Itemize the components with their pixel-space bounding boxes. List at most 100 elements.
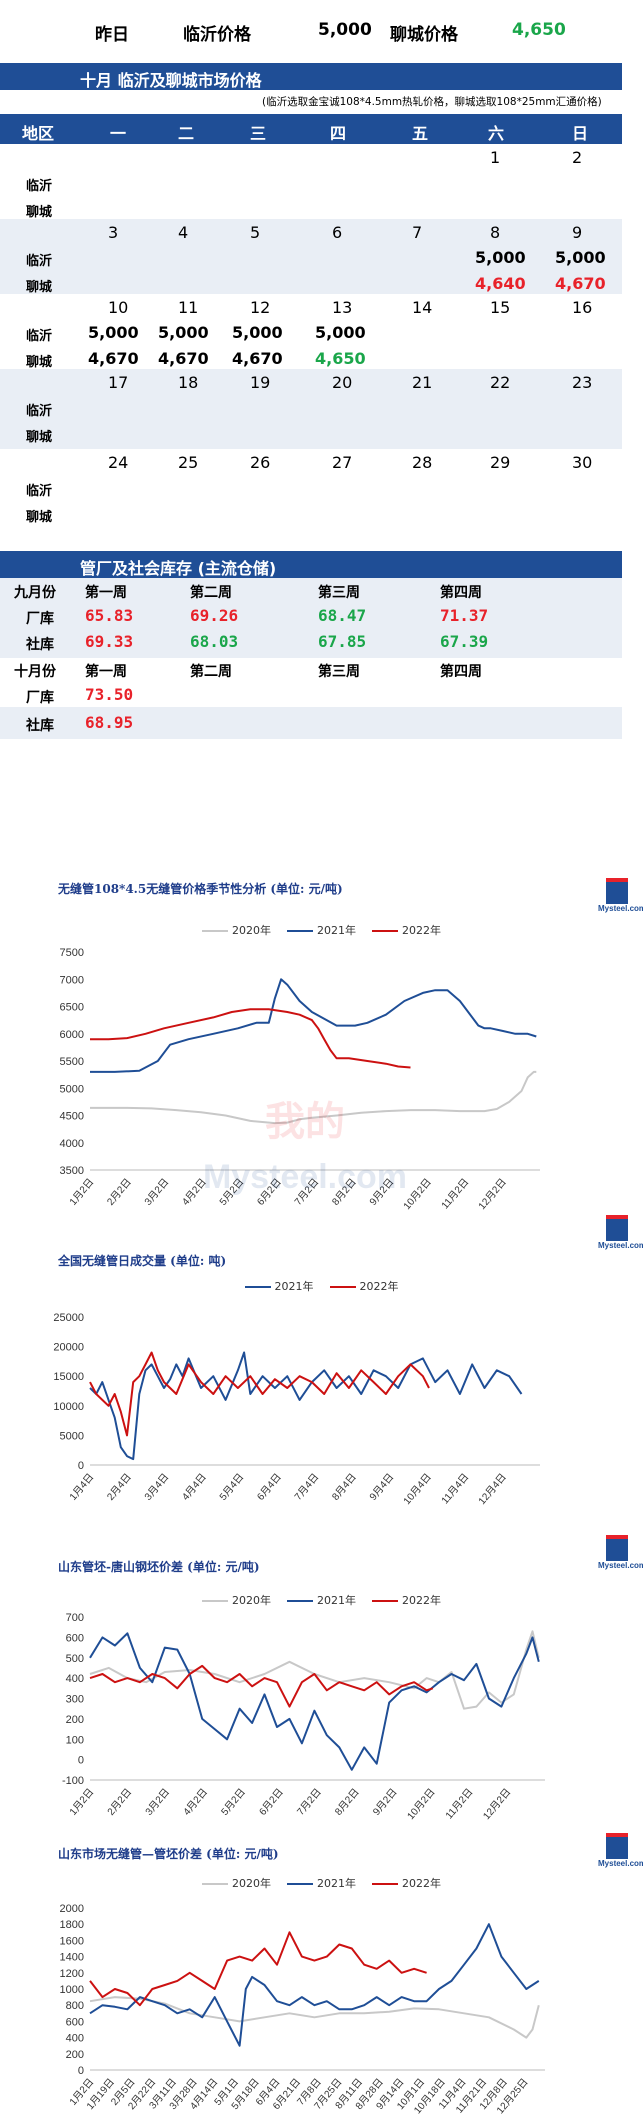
series-line-2021年 [89, 1351, 523, 1461]
chart-title-3: 山东管坯-唐山钢坯价差 (单位: 元/吨) [58, 1560, 260, 1574]
calendar-week-band [0, 219, 622, 294]
calendar-day-12: 12 [250, 298, 271, 317]
calendar-city-liaocheng: 聊城 [26, 280, 53, 295]
logo-text: Mysteel.com [598, 1561, 643, 1570]
yesterday-label: 昨日 [95, 25, 129, 45]
y-tick-label: 0 [78, 2065, 84, 2077]
logo-text: Mysteel.com [598, 1859, 643, 1868]
legend-item: 2020年 [202, 924, 271, 937]
legend-label: 2020年 [232, 1594, 271, 1607]
legend-item: 2022年 [372, 1877, 441, 1890]
calendar-day-10: 10 [108, 298, 129, 317]
x-tick-label: 9月2日 [370, 1786, 399, 1818]
mysteel-logo: Mysteel.com [598, 1215, 643, 1255]
liaocheng-price-cell: 4,670 [88, 349, 139, 368]
logo-text: Mysteel.com [598, 1241, 643, 1250]
legend-label: 2021年 [317, 1877, 356, 1890]
calendar-day-11: 11 [178, 298, 199, 317]
y-tick-label: 1200 [60, 1968, 84, 1980]
chart-svg-2: 0 5000 10000 15000 20000 25000 1月4日 2月4日 3月4日 4月4… [53, 1312, 540, 1505]
legend-item: 2022年 [372, 924, 441, 937]
y-tick-label: 100 [66, 1734, 84, 1746]
calendar-week-band [0, 369, 622, 449]
oct-factory-value: 73.50 [85, 685, 134, 704]
oct-social-label: 社库 [26, 718, 54, 734]
legend-swatch [372, 1883, 398, 1885]
calendar-day-24: 24 [108, 453, 129, 472]
watermark-en: Mysteel.com [203, 1158, 407, 1196]
legend-label: 2021年 [317, 924, 356, 937]
liaocheng-price-cell: 4,670 [232, 349, 283, 368]
legend-label: 2021年 [317, 1594, 356, 1607]
y-tick-label: 1800 [60, 1919, 84, 1931]
series-line-2020年 [90, 1070, 537, 1125]
calendar-header-0: 地区 [22, 124, 55, 143]
x-tick-label: 4月2日 [181, 1786, 210, 1818]
legend-item: 2020年 [202, 1594, 271, 1607]
calendar-header-row: 地区 一 二 三 四 五 六 日 [0, 114, 622, 144]
series-line-2022年 [89, 1931, 427, 2007]
legend-label: 2020年 [232, 1877, 271, 1890]
x-tick-label: 1月2日 [67, 1786, 96, 1818]
calendar-city-liaocheng: 聊城 [26, 355, 53, 370]
x-tick-label: 11月2日 [443, 1786, 475, 1820]
y-tick-label: 15000 [53, 1371, 84, 1383]
y-tick-label: 7500 [60, 947, 84, 959]
series-line-2021年 [89, 1632, 540, 1771]
linyi-price-label: 临沂价格 [183, 25, 251, 45]
x-tick-label: 5月2日 [219, 1786, 248, 1818]
linyi-price-cell: 5,000 [315, 323, 366, 342]
series-line-2022年 [89, 1351, 430, 1437]
sep-week-header: 第一周 [85, 585, 127, 601]
chart-title-2: 全国无缝管日成交量 (单位: 吨) [58, 1254, 227, 1268]
calendar-header-5: 五 [412, 124, 429, 143]
sep-factory-value: 71.37 [440, 606, 489, 625]
y-tick-label: 800 [66, 2000, 84, 2012]
legend-swatch [287, 930, 313, 932]
chart-title-1: 无缝管108*4.5无缝管价格季节性分析 (单位: 元/吨) [58, 882, 343, 896]
x-tick-label: 8月2日 [333, 1786, 362, 1818]
liaocheng-price-label: 聊城价格 [390, 25, 458, 45]
mysteel-logo: Mysteel.com [598, 878, 643, 918]
logo-mark [606, 1535, 628, 1561]
calendar-day-5: 5 [250, 223, 261, 242]
calendar-header-7: 日 [572, 124, 589, 143]
inventory-title: 管厂及社会库存 (主流仓储) [80, 559, 277, 578]
calendar-city-liaocheng: 聊城 [26, 510, 53, 525]
inventory-oct-band [0, 707, 622, 739]
y-tick-label: 4000 [60, 1138, 84, 1150]
y-tick-label: 0 [78, 1755, 84, 1767]
y-tick-label: 400 [66, 1673, 84, 1685]
legend-swatch [287, 1883, 313, 1885]
calendar-day-8: 8 [490, 223, 501, 242]
legend-item: 2021年 [244, 1280, 314, 1293]
oct-week-header: 第四周 [440, 664, 482, 680]
y-tick-label: 25000 [53, 1312, 84, 1324]
legend-item: 2021年 [287, 924, 356, 937]
calendar-header-6: 六 [488, 124, 505, 143]
series-line-2022年 [89, 1664, 434, 1708]
y-tick-label: 5500 [60, 1056, 84, 1068]
x-tick-label: 11月2日 [439, 1176, 471, 1211]
linyi-price-cell: 5,000 [158, 323, 209, 342]
chart-svg-4: 02004006008001000120014001600180020001月2… [60, 1903, 545, 2115]
x-tick-label: 2月4日 [105, 1471, 134, 1503]
sep-social-label: 社库 [26, 637, 54, 653]
x-tick-label: 3月2日 [142, 1176, 171, 1208]
oct-week-header: 第一周 [85, 664, 127, 680]
y-tick-label: 5000 [60, 1083, 84, 1095]
oct-week-header: 第二周 [190, 664, 232, 680]
legend-label: 2021年 [274, 1280, 314, 1293]
mysteel-logo: Mysteel.com [598, 1833, 643, 1873]
calendar-header-2: 二 [178, 124, 195, 143]
calendar-day-13: 13 [332, 298, 353, 317]
y-tick-label: 600 [66, 1632, 84, 1644]
linyi-price-cell: 5,000 [232, 323, 283, 342]
x-tick-label: 6月2日 [257, 1786, 286, 1818]
oct-week-header: 第三周 [318, 664, 360, 680]
y-tick-label: 1000 [60, 1984, 84, 1996]
legend-swatch [244, 1286, 271, 1288]
sep-factory-value: 68.47 [318, 606, 367, 625]
legend-item: 2022年 [372, 1594, 441, 1607]
legend-item: 2021年 [287, 1594, 356, 1607]
